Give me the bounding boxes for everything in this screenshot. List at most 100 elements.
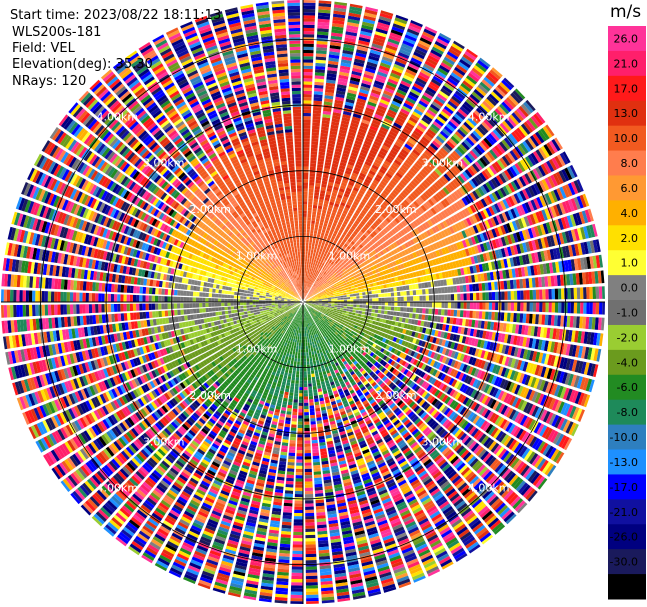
range-gate [375,200,382,206]
range-gate [326,152,333,157]
range-gate [422,91,434,100]
range-gate [327,146,335,151]
range-gate [361,311,366,315]
range-gate [342,310,347,313]
range-gate [331,298,335,301]
range-gate [340,295,344,298]
range-gate [327,70,338,75]
range-gate [304,286,306,290]
range-gate [517,302,521,312]
range-gate [463,310,467,318]
range-gate [363,163,371,170]
range-gate [310,157,317,161]
range-gate [390,287,394,292]
range-gate [332,209,338,214]
range-gate [410,296,414,301]
range-gate [329,252,334,257]
range-gate [305,248,309,252]
range-gate [438,302,442,308]
range-gate [387,133,396,141]
range-gate [411,85,423,94]
range-gate [586,302,590,315]
range-gate [353,166,361,172]
range-gate [437,309,442,316]
range-gate [436,93,448,102]
range-gate [334,303,338,306]
range-gate [340,248,345,253]
range-gate [303,78,313,82]
range-gate [327,143,335,148]
range-gate [447,286,451,293]
range-gate [322,110,332,115]
range-gate [392,23,406,31]
range-gate [343,297,348,300]
range-gate [369,52,381,59]
range-gate [428,52,441,61]
range-gate [305,242,309,246]
range-gate [318,228,322,232]
range-gate [428,126,439,135]
range-gate [372,40,385,47]
range-gate [485,292,489,301]
range-gate [331,225,336,230]
range-gate [535,302,540,312]
range-gate [507,302,511,311]
range-gate [418,100,428,108]
range-gate [352,64,364,71]
range-gate [392,161,400,169]
range-gate [345,214,351,220]
range-gate [308,287,311,291]
range-gate [350,192,357,198]
range-gate [336,141,344,147]
range-gate [337,300,341,302]
range-gate [420,68,432,77]
range-gate [382,93,392,100]
range-gate [303,84,313,88]
range-gate [303,245,306,249]
range-gate [413,108,423,116]
range-gate [323,263,327,268]
range-gate [385,172,393,179]
range-gate [304,292,306,296]
range-gate [322,255,326,260]
range-gate [388,130,398,138]
range-gate [323,271,327,275]
range-gate [320,129,329,134]
range-gate [424,60,437,69]
range-gate [393,287,397,292]
range-gate [364,178,372,184]
range-gate [347,15,361,21]
range-gate [602,302,605,315]
range-gate [465,284,470,292]
range-gate [381,293,385,298]
range-gate [396,311,401,317]
range-gate [335,200,341,205]
range-gate [330,257,335,261]
range-gate [303,68,313,73]
range-gate [416,102,427,111]
range-gate [330,215,335,220]
range-gate [380,147,389,154]
range-gate [352,113,362,119]
range-gate [325,191,332,196]
range-gate [406,302,411,307]
range-gate [326,210,332,215]
range-gate [336,309,340,312]
range-gate [356,299,360,302]
range-gate [491,311,495,321]
range-gate [406,119,417,127]
range-gate [310,226,315,231]
range-gate [333,230,339,235]
range-gate [346,297,351,300]
range-gate [307,283,309,287]
range-gate [318,3,332,8]
range-gate [313,279,316,283]
range-gate [376,185,384,192]
range-gate [453,309,458,317]
range-gate [333,157,340,162]
range-gate [394,94,404,102]
range-gate [539,302,543,313]
range-gate [345,31,358,37]
range-gate [308,277,311,281]
range-gate [362,18,376,25]
